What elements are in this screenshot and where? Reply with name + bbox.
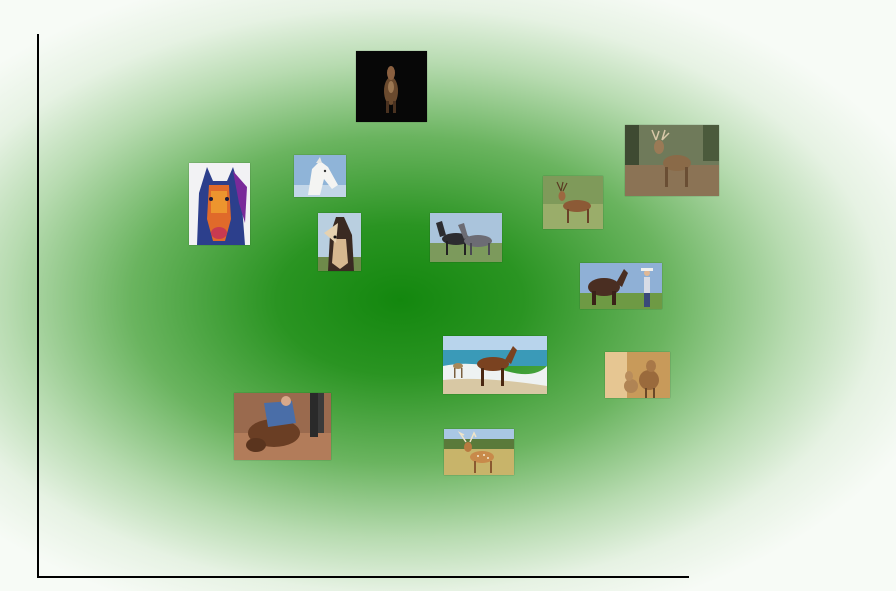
horse-icon	[318, 213, 361, 271]
thumbnail-horse-rider-fallen[interactable]	[234, 393, 331, 460]
x-axis-line	[37, 576, 689, 578]
deer-icon	[444, 429, 514, 475]
deer-icon	[605, 352, 670, 398]
horse-icon	[580, 263, 662, 309]
horse-icon	[356, 51, 427, 122]
thumbnail-two-horses[interactable]	[430, 213, 502, 262]
horse-icon	[430, 213, 502, 262]
thumbnail-horse-and-cowboy[interactable]	[580, 263, 662, 309]
thumbnail-deer-stag-grass[interactable]	[543, 176, 603, 229]
thumbnail-white-horse[interactable]	[294, 155, 346, 197]
horse-icon	[294, 155, 346, 197]
thumbnail-horse-closeup[interactable]	[318, 213, 361, 271]
deer-icon	[625, 125, 719, 196]
y-axis-line	[37, 34, 39, 578]
thumbnail-horse-painting[interactable]	[189, 163, 250, 245]
thumbnail-deer-doe-fawn[interactable]	[605, 352, 670, 398]
thumbnail-fallow-deer-field[interactable]	[444, 429, 514, 475]
thumbnail-horses-on-beach[interactable]	[443, 336, 547, 394]
horse-icon	[189, 163, 250, 245]
thumbnail-deer-buck-field[interactable]	[625, 125, 719, 196]
horse-icon	[234, 393, 331, 460]
horse-icon	[443, 336, 547, 394]
deer-icon	[543, 176, 603, 229]
thumbnail-horse-dark-background[interactable]	[356, 51, 427, 122]
